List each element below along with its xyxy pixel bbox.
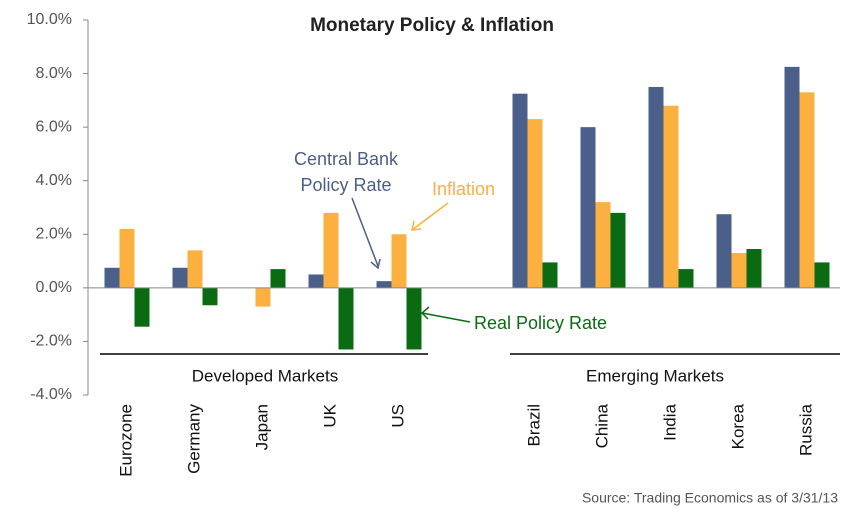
x-tick-label: UK — [320, 403, 339, 427]
annotation-arrow — [370, 258, 381, 270]
y-tick-label: -4.0% — [30, 386, 72, 403]
annotation-arrow — [420, 306, 430, 320]
bar — [784, 66, 800, 288]
bar — [202, 287, 218, 306]
y-tick-label: -2.0% — [30, 333, 72, 350]
bar — [746, 249, 762, 288]
annotation-arrow — [411, 202, 449, 231]
y-tick-label: 6.0% — [36, 118, 72, 135]
annotation-arrow — [351, 197, 379, 267]
y-tick-label: 2.0% — [36, 226, 72, 243]
annotation: Inflation — [432, 179, 495, 199]
annotation-arrow — [411, 220, 422, 231]
bar — [172, 267, 188, 288]
annotation: Policy Rate — [300, 175, 391, 195]
bar — [648, 86, 664, 288]
annotation-arrow — [421, 312, 471, 323]
group-label: Developed Markets — [192, 366, 338, 385]
source-note: Source: Trading Economics as of 3/31/13 — [582, 490, 838, 506]
chart-title: Monetary Policy & Inflation — [310, 15, 554, 36]
group-label: Emerging Markets — [586, 366, 724, 385]
bar — [663, 105, 679, 288]
bar — [527, 119, 543, 288]
bar — [678, 269, 694, 288]
bar — [512, 93, 528, 288]
bar — [104, 267, 120, 288]
bar — [610, 212, 626, 288]
annotation: Central Bank — [294, 149, 399, 169]
x-tick-label: Germany — [184, 404, 203, 474]
x-tick-label: Russia — [796, 403, 815, 456]
bar — [255, 287, 271, 307]
x-tick-label: Japan — [252, 404, 271, 450]
bar — [580, 127, 596, 288]
bar — [338, 287, 354, 350]
bar — [119, 228, 135, 288]
x-tick-label: Brazil — [524, 404, 543, 447]
y-tick-label: 10.0% — [27, 11, 72, 28]
bar — [308, 274, 324, 288]
x-tick-label: China — [592, 403, 611, 448]
bar — [391, 234, 407, 288]
annotation: Real Policy Rate — [474, 313, 607, 333]
bar — [799, 92, 815, 288]
bar — [542, 262, 558, 288]
bar — [187, 250, 203, 288]
bar — [376, 281, 392, 288]
x-tick-label: Eurozone — [116, 404, 135, 477]
y-tick-label: 8.0% — [36, 65, 72, 82]
bar — [595, 202, 611, 288]
bar — [716, 214, 732, 288]
bar — [134, 287, 150, 327]
bar — [323, 212, 339, 288]
bar — [406, 287, 422, 350]
bar — [270, 269, 286, 288]
x-tick-label: US — [388, 404, 407, 428]
y-tick-label: 0.0% — [36, 279, 72, 296]
x-tick-label: Korea — [728, 403, 747, 449]
y-tick-label: 4.0% — [36, 172, 72, 189]
bar — [731, 253, 747, 288]
bar — [814, 262, 830, 288]
x-tick-label: India — [660, 403, 679, 440]
